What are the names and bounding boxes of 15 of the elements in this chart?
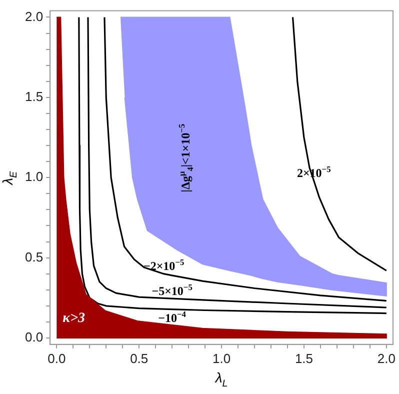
x-axis-title: λ$_{L}$ xyxy=(215,370,228,390)
annotation: −2×10$^{−5}$ xyxy=(142,258,186,273)
x-tick-label: 0.5 xyxy=(130,350,148,366)
y-tick-label: 1.5 xyxy=(24,88,44,104)
x-tick-label: 2.0 xyxy=(377,350,396,366)
x-tick-label: 1.5 xyxy=(294,350,314,366)
annotation: −10$^{−4}$ xyxy=(157,310,187,326)
y-tick-label: 1.0 xyxy=(24,169,44,184)
y-tick-label: 0.5 xyxy=(24,249,44,264)
x-tick-label: 0.0 xyxy=(48,350,66,366)
series-label: κ>3 xyxy=(62,310,86,326)
annotation: −5×10$^{−5}$ xyxy=(150,282,194,298)
y-tick-label: 0.0 xyxy=(24,330,44,345)
x-tick-label: 1.0 xyxy=(212,350,231,366)
y-tick-label: 2.0 xyxy=(24,8,44,24)
